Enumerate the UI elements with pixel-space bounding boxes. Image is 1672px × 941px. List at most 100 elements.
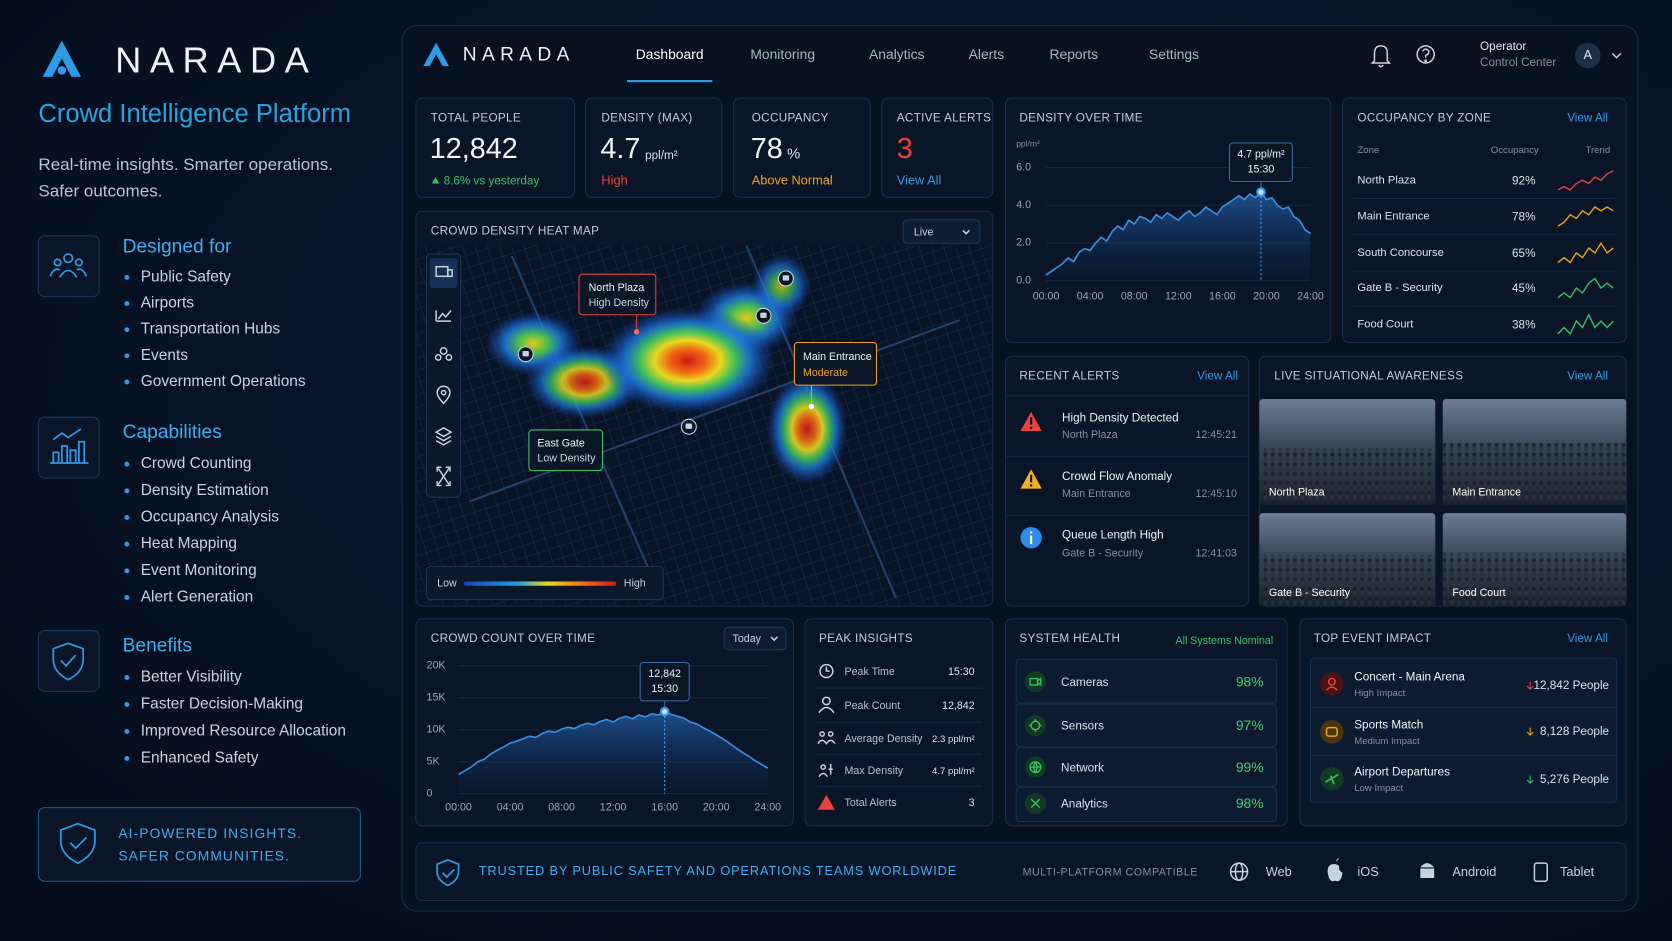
- nav-item[interactable]: Alerts: [969, 46, 1004, 62]
- kpi-value: 3: [897, 133, 913, 165]
- camera-feed[interactable]: [1259, 513, 1436, 606]
- map-pins-part: [685, 423, 693, 429]
- kpi-label: DENSITY (MAX): [601, 112, 692, 125]
- top-nav: NARADA Dashboard Monitoring Analytics Al…: [423, 40, 1622, 83]
- x-tick-label: 16:00: [651, 801, 678, 813]
- bullet: [124, 274, 130, 280]
- kpi-unit: ppl/m²: [645, 149, 678, 162]
- occupancy-rows: North Plaza 92% Main Entrance 78% South Conc…: [1353, 170, 1616, 336]
- health-row: [1015, 786, 1277, 823]
- events-panel-part: [1325, 686, 1338, 691]
- range-dropdown[interactable]: [723, 626, 787, 651]
- camera-feed[interactable]: [1442, 399, 1627, 505]
- help-icon-part[interactable]: [1416, 45, 1435, 64]
- kpi-note: Above Normal: [752, 173, 833, 188]
- chart-icon: [50, 428, 89, 464]
- nav-item[interactable]: Dashboard: [636, 46, 704, 62]
- nav-item[interactable]: Settings: [1149, 46, 1199, 62]
- shield-icon: [436, 858, 460, 887]
- insight-label: Peak Time: [845, 666, 895, 678]
- toolbar-icons-part[interactable]: [447, 269, 453, 278]
- bell-icon-part[interactable]: [1370, 45, 1392, 68]
- toolbar-icons-part[interactable]: [436, 466, 451, 487]
- zone-name: South Concourse: [1357, 247, 1443, 259]
- map-part: [600, 307, 776, 414]
- section-title: Designed for: [123, 237, 232, 258]
- panel: [415, 842, 1627, 901]
- help-icon-part[interactable]: [1421, 48, 1430, 58]
- camera-feed[interactable]: [1259, 399, 1436, 505]
- camera-label: Main Entrance: [1452, 487, 1521, 499]
- camera-feed-part[interactable]: [1259, 448, 1436, 505]
- toolbar-icons-part[interactable]: [436, 385, 451, 405]
- feature-item: Government Operations: [141, 373, 306, 390]
- dropdown-chevron: [962, 229, 970, 235]
- badge-text: SAFER COMMUNITIES.: [118, 847, 290, 863]
- toolbar-icons[interactable]: [434, 265, 453, 487]
- toolbar-icons-part[interactable]: [434, 426, 453, 446]
- camera-feed[interactable]: [1442, 513, 1627, 606]
- kpi-cards: TOTAL PEOPLE 12,842 8.6% vs yesterday DE…: [415, 97, 994, 198]
- android-icon: [1420, 863, 1435, 879]
- callout-level: Moderate: [803, 367, 848, 379]
- toolbar-icons-part[interactable]: [439, 347, 448, 355]
- up-arrow: [431, 177, 440, 184]
- bell-icon[interactable]: [1370, 45, 1392, 68]
- view-all-link[interactable]: View All: [897, 173, 942, 188]
- occupancy-panel: OCCUPANCY BY ZONE View All Zone Occupanc…: [1341, 97, 1627, 344]
- health-status: All Systems Nominal: [1176, 635, 1274, 647]
- x-tick-label: 04:00: [497, 801, 524, 813]
- camera-feed-part[interactable]: [1259, 554, 1436, 606]
- bullet: [124, 702, 130, 707]
- toolbar-icons-part[interactable]: [434, 353, 442, 361]
- avatar[interactable]: [1574, 42, 1601, 69]
- view-all-link[interactable]: View All: [1567, 632, 1608, 645]
- view-all-link[interactable]: View All: [1197, 370, 1238, 383]
- nav-item[interactable]: Reports: [1050, 46, 1099, 62]
- camera-feed-part[interactable]: [1442, 442, 1627, 505]
- feature-item: Occupancy Analysis: [141, 509, 280, 526]
- mode-dropdown[interactable]: [902, 219, 981, 244]
- view-all-link[interactable]: View All: [1567, 112, 1608, 125]
- zone-name: Gate B - Security: [1357, 282, 1443, 294]
- brand: NARADA: [463, 45, 575, 66]
- view-all-link[interactable]: View All: [1567, 370, 1608, 383]
- legend-low: Low: [437, 577, 457, 589]
- alerts-panel-part: [1030, 474, 1033, 483]
- toolbar-icons-part[interactable]: [435, 309, 452, 322]
- help-icon[interactable]: [1416, 45, 1435, 64]
- map-pins-part: [782, 275, 790, 281]
- kpi-label: TOTAL PEOPLE: [431, 112, 521, 125]
- peak-icons-part: [820, 764, 827, 770]
- feature-item: Improved Resource Allocation: [141, 723, 346, 740]
- insight-label: Average Density: [845, 733, 924, 745]
- toolbar-icons-part[interactable]: [440, 389, 447, 396]
- user-menu-chevron[interactable]: [1611, 52, 1622, 59]
- health-label: Analytics: [1061, 798, 1108, 811]
- help-icon-part[interactable]: [1424, 59, 1428, 63]
- zone-occupancy: 45%: [1512, 282, 1535, 295]
- panel-title: DENSITY OVER TIME: [1019, 112, 1142, 125]
- panel-title: PEAK INSIGHTS: [819, 632, 913, 645]
- y-unit: ppl/m²: [1016, 138, 1040, 148]
- toolbar-icons-part[interactable]: [445, 353, 453, 361]
- y-tick-label: 20K: [427, 660, 446, 672]
- callout-dot: [633, 329, 640, 335]
- camera-feed-part[interactable]: [1442, 552, 1627, 606]
- user-role: Operator: [1480, 40, 1526, 53]
- nav-item[interactable]: Analytics: [869, 46, 925, 62]
- avatar-initial: A: [1583, 47, 1592, 62]
- bullet: [124, 461, 130, 467]
- trend-sparkline: [1557, 277, 1614, 299]
- panel-title: TOP EVENT IMPACT: [1314, 632, 1432, 645]
- sidebar: NARADA Crowd Intelligence Platform Real-…: [37, 40, 361, 882]
- kpi-card: [881, 97, 994, 198]
- kpi-card: [415, 97, 576, 198]
- feature-item: Transportation Hubs: [141, 321, 281, 338]
- section-icon: [37, 630, 100, 692]
- nav-item[interactable]: Monitoring: [750, 46, 815, 62]
- alerts-panel-part: [1030, 484, 1033, 487]
- chart-icon-part: [50, 428, 89, 464]
- trend-arrow: [1526, 775, 1534, 784]
- column-header: Occupancy: [1491, 145, 1539, 156]
